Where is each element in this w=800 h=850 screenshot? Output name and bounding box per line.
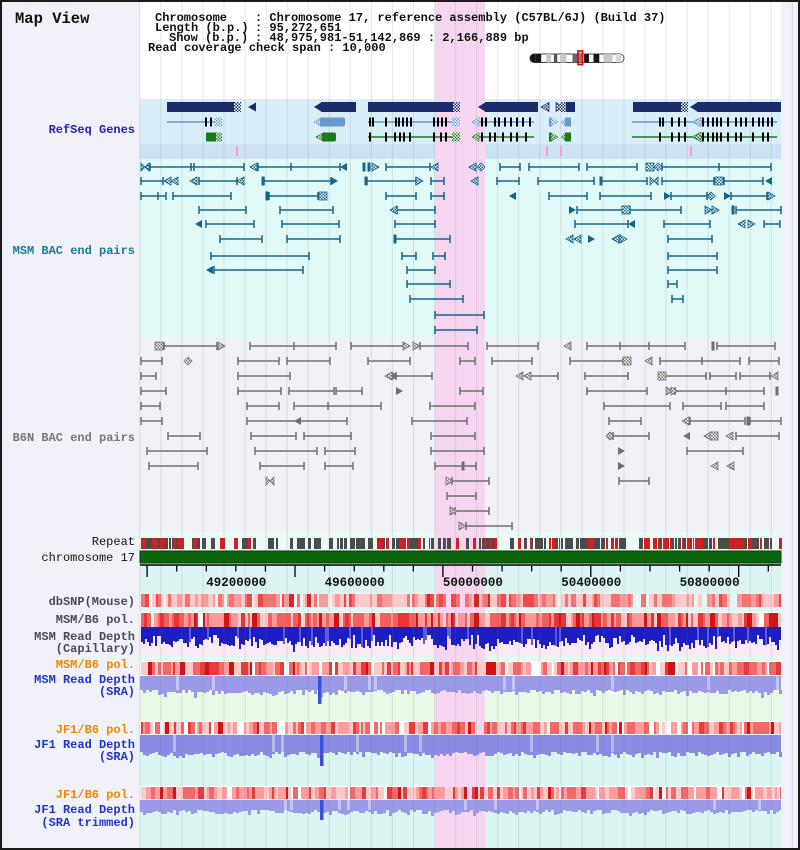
svg-text:Chromosome: Chromosome	[155, 11, 227, 25]
svg-text:Repeat: Repeat	[92, 535, 135, 549]
svg-text:(SRA trimmed): (SRA trimmed)	[41, 816, 135, 830]
svg-text:JF1/B6 pol.: JF1/B6 pol.	[56, 723, 135, 737]
svg-text:JF1/B6 pol.: JF1/B6 pol.	[56, 788, 135, 802]
svg-text:Read coverage check span : 10,: Read coverage check span : 10,000	[148, 41, 386, 55]
svg-text:JF1 Read Depth: JF1 Read Depth	[34, 738, 135, 752]
svg-text:(SRA): (SRA)	[99, 750, 135, 764]
svg-text:chromosome 17: chromosome 17	[41, 551, 135, 565]
svg-text:(Capillary): (Capillary)	[56, 642, 135, 656]
svg-text:: 48,975,981-51,142,869 : 2,16: : 48,975,981-51,142,869 : 2,166,889 bp	[255, 31, 529, 45]
svg-text:50400000: 50400000	[561, 576, 621, 590]
svg-text:JF1 Read Depth: JF1 Read Depth	[34, 803, 135, 817]
svg-text:(SRA): (SRA)	[99, 685, 135, 699]
svg-text:RefSeq Genes: RefSeq Genes	[49, 123, 135, 137]
svg-text:: 95,272,651: : 95,272,651	[255, 21, 341, 35]
svg-text:B6N BAC end pairs: B6N BAC end pairs	[13, 431, 135, 445]
svg-text:50800000: 50800000	[680, 576, 740, 590]
svg-text:MSM Read Depth: MSM Read Depth	[34, 630, 135, 644]
svg-text:dbSNP(Mouse): dbSNP(Mouse)	[49, 595, 135, 609]
svg-text:MSM BAC end pairs: MSM BAC end pairs	[13, 244, 135, 258]
svg-text:MSM/B6 pol.: MSM/B6 pol.	[56, 613, 135, 627]
svg-text:Length (b.p.): Length (b.p.)	[155, 21, 249, 35]
svg-text:Map View: Map View	[15, 10, 90, 28]
svg-text:MSM Read Depth: MSM Read Depth	[34, 673, 135, 687]
svg-text:50000000: 50000000	[443, 576, 503, 590]
svg-text:Show (b.p.): Show (b.p.)	[169, 31, 248, 45]
svg-text:MSM/B6 pol.: MSM/B6 pol.	[56, 658, 135, 672]
svg-text:49200000: 49200000	[206, 576, 266, 590]
svg-text:49600000: 49600000	[325, 576, 385, 590]
svg-text:: Chromosome 17, reference ass: : Chromosome 17, reference assembly (C57…	[255, 11, 665, 25]
